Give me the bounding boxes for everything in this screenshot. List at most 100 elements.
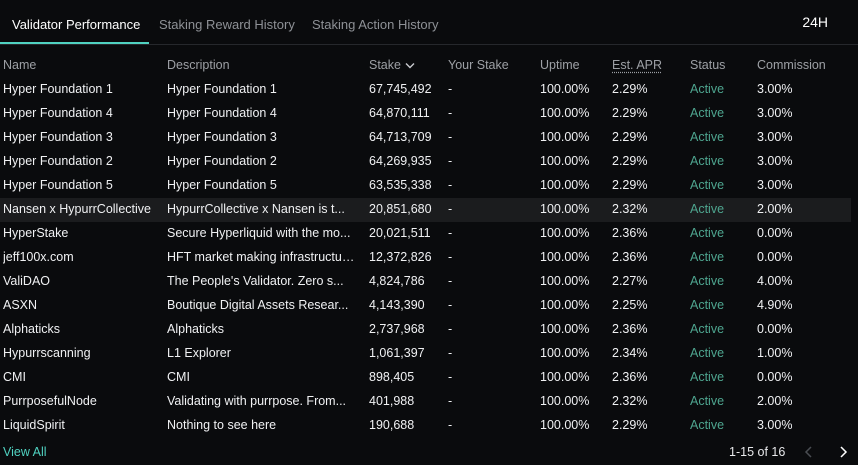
- validator-name: HyperStake: [3, 226, 69, 240]
- status-text: Active: [690, 82, 725, 96]
- stake-value: 1,061,397: [369, 346, 425, 360]
- previous-page-button[interactable]: [802, 444, 816, 460]
- est-apr-value: 2.29%: [612, 178, 648, 192]
- active-tab-indicator: [0, 42, 149, 44]
- your-stake-value: -: [448, 226, 453, 240]
- table-row[interactable]: Hyper Foundation 3 Hyper Foundation 3 64,7…: [0, 126, 851, 150]
- validator-name: Hyper Foundation 2: [3, 154, 113, 168]
- table-row[interactable]: LiquidSpirit Nothing to see here 190,688 - 1…: [0, 414, 851, 438]
- column-header-stake[interactable]: Stake: [369, 58, 415, 72]
- tab-staking-reward-history[interactable]: Staking Reward History: [159, 17, 295, 32]
- your-stake-value: -: [448, 130, 453, 144]
- chevron-left-icon: [804, 446, 812, 458]
- validator-description: Hyper Foundation 4: [167, 106, 277, 120]
- commission-value: 0.00%: [757, 226, 793, 240]
- est-apr-value: 2.32%: [612, 202, 648, 216]
- validator-name: PurrposefulNode: [3, 394, 97, 408]
- stake-value: 64,713,709: [369, 130, 432, 144]
- status-text: Active: [690, 418, 725, 432]
- est-apr-value: 2.36%: [612, 370, 648, 384]
- table-row[interactable]: Alphaticks Alphaticks 2,737,968 - 100.00% 2.3…: [0, 318, 851, 342]
- table-row[interactable]: ASXN Boutique Digital Assets Resear... 4,1…: [0, 294, 851, 318]
- table-row[interactable]: PurrposefulNode Validating with purrpose.…: [0, 390, 851, 414]
- stake-value: 401,988: [369, 394, 415, 408]
- uptime-value: 100.00%: [540, 130, 590, 144]
- tab-staking-action-history[interactable]: Staking Action History: [312, 17, 439, 32]
- table-row[interactable]: Hyper Foundation 1 Hyper Foundation 1 67,7…: [0, 78, 851, 102]
- uptime-value: 100.00%: [540, 202, 590, 216]
- validator-description: Secure Hyperliquid with the mo...: [167, 226, 351, 240]
- stake-value: 20,851,680: [369, 202, 432, 216]
- status-text: Active: [690, 346, 725, 360]
- status-text: Active: [690, 178, 725, 192]
- est-apr-value: 2.29%: [612, 106, 648, 120]
- table-row[interactable]: jeff100x.com HFT market making infrastruc…: [0, 246, 851, 270]
- chevron-down-icon: [405, 63, 415, 69]
- table-row[interactable]: Hyper Foundation 4 Hyper Foundation 4 64,8…: [0, 102, 851, 126]
- pagination-text: 1-15 of 16: [729, 445, 786, 459]
- validator-name: Nansen x HypurrCollective: [3, 202, 151, 216]
- your-stake-value: -: [448, 418, 453, 432]
- est-apr-value: 2.27%: [612, 274, 648, 288]
- view-all-link[interactable]: View All: [3, 445, 47, 459]
- status-text: Active: [690, 322, 725, 336]
- validator-description: Hyper Foundation 3: [167, 130, 277, 144]
- uptime-value: 100.00%: [540, 82, 590, 96]
- validator-description: Boutique Digital Assets Resear...: [167, 298, 349, 312]
- uptime-value: 100.00%: [540, 346, 590, 360]
- commission-value: 1.00%: [757, 346, 793, 360]
- table-row[interactable]: Hypurrscanning L1 Explorer 1,061,397 - 100.0…: [0, 342, 851, 366]
- table-row[interactable]: Nansen x HypurrCollective HypurrCollectiv…: [0, 198, 851, 222]
- your-stake-value: -: [448, 346, 453, 360]
- uptime-value: 100.00%: [540, 418, 590, 432]
- validator-description: CMI: [167, 370, 190, 384]
- your-stake-value: -: [448, 154, 453, 168]
- est-apr-value: 2.32%: [612, 394, 648, 408]
- validator-name: Hyper Foundation 4: [3, 106, 113, 120]
- validator-description: Hyper Foundation 5: [167, 178, 277, 192]
- uptime-value: 100.00%: [540, 322, 590, 336]
- uptime-value: 100.00%: [540, 154, 590, 168]
- commission-value: 2.00%: [757, 394, 793, 408]
- est-apr-value: 2.29%: [612, 154, 648, 168]
- validator-name: jeff100x.com: [3, 250, 74, 264]
- column-header-est-apr[interactable]: Est. APR: [612, 58, 663, 72]
- table-footer: View All 1-15 of 16: [0, 442, 858, 463]
- tab-validator-performance[interactable]: Validator Performance: [12, 17, 141, 32]
- table-row[interactable]: Hyper Foundation 5 Hyper Foundation 5 63,5…: [0, 174, 851, 198]
- table-row[interactable]: CMI CMI 898,405 - 100.00% 2.36% Active 0.00%: [0, 366, 851, 390]
- commission-value: 3.00%: [757, 106, 793, 120]
- uptime-value: 100.00%: [540, 298, 590, 312]
- validator-description: HFT market making infrastructur...: [167, 250, 355, 264]
- validator-table-body: Hyper Foundation 1 Hyper Foundation 1 67,7…: [0, 78, 858, 438]
- commission-value: 3.00%: [757, 130, 793, 144]
- next-page-button[interactable]: [836, 444, 850, 460]
- validator-name: Hypurrscanning: [3, 346, 91, 360]
- table-row[interactable]: ValiDAO The People's Validator. Zero s...…: [0, 270, 851, 294]
- table-row[interactable]: Hyper Foundation 2 Hyper Foundation 2 64,2…: [0, 150, 851, 174]
- your-stake-value: -: [448, 370, 453, 384]
- period-selector[interactable]: 24H: [802, 14, 828, 30]
- est-apr-value: 2.29%: [612, 418, 648, 432]
- uptime-value: 100.00%: [540, 226, 590, 240]
- validator-description: Hyper Foundation 2: [167, 154, 277, 168]
- uptime-value: 100.00%: [540, 274, 590, 288]
- stake-value: 20,021,511: [369, 226, 431, 240]
- tab-bar: Validator Performance Staking Reward His…: [0, 0, 858, 45]
- status-text: Active: [690, 202, 725, 216]
- commission-value: 3.00%: [757, 418, 793, 432]
- commission-value: 2.00%: [757, 202, 793, 216]
- status-text: Active: [690, 298, 725, 312]
- stake-value: 64,870,111: [369, 106, 430, 120]
- your-stake-value: -: [448, 394, 453, 408]
- commission-value: 4.00%: [757, 274, 793, 288]
- status-text: Active: [690, 106, 725, 120]
- your-stake-value: -: [448, 82, 453, 96]
- stake-value: 4,824,786: [369, 274, 425, 288]
- validator-description: Alphaticks: [167, 322, 224, 336]
- commission-value: 0.00%: [757, 250, 793, 264]
- your-stake-value: -: [448, 322, 453, 336]
- column-header-commission: Commission: [757, 58, 826, 72]
- commission-value: 3.00%: [757, 178, 793, 192]
- table-row[interactable]: HyperStake Secure Hyperliquid with the mo…: [0, 222, 851, 246]
